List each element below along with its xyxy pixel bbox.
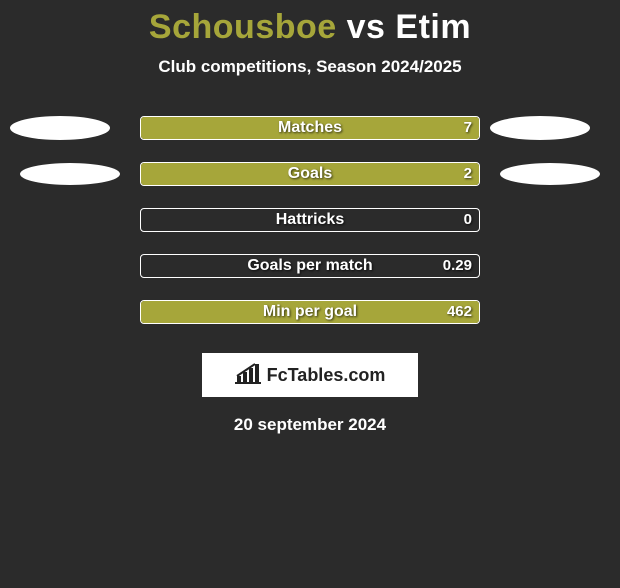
stat-rows: Matches7Goals2Hattricks0Goals per match0… (0, 105, 620, 335)
bar-fill (141, 163, 479, 185)
bar-track (140, 300, 480, 324)
logo-chart-icon (235, 362, 261, 389)
right-ellipse (500, 163, 600, 185)
logo-box: FcTables.com (202, 353, 418, 397)
page-title: Schousboe vs Etim (0, 8, 620, 47)
logo-text: FcTables.com (267, 365, 386, 386)
stat-row: Min per goal462 (0, 289, 620, 335)
bar-track (140, 254, 480, 278)
title-part: vs (337, 8, 396, 46)
left-ellipse (10, 116, 110, 140)
bar-fill (141, 301, 479, 323)
bar-track (140, 116, 480, 140)
date-text: 20 september 2024 (0, 415, 620, 435)
bar-track (140, 162, 480, 186)
stat-row: Goals2 (0, 151, 620, 197)
stat-row: Goals per match0.29 (0, 243, 620, 289)
left-ellipse (20, 163, 120, 185)
right-ellipse (490, 116, 590, 140)
title-part: Etim (395, 8, 471, 46)
stat-row: Matches7 (0, 105, 620, 151)
subtitle: Club competitions, Season 2024/2025 (0, 57, 620, 77)
bar-track (140, 208, 480, 232)
stat-row: Hattricks0 (0, 197, 620, 243)
bar-fill (141, 117, 479, 139)
title-part: Schousboe (149, 8, 337, 46)
